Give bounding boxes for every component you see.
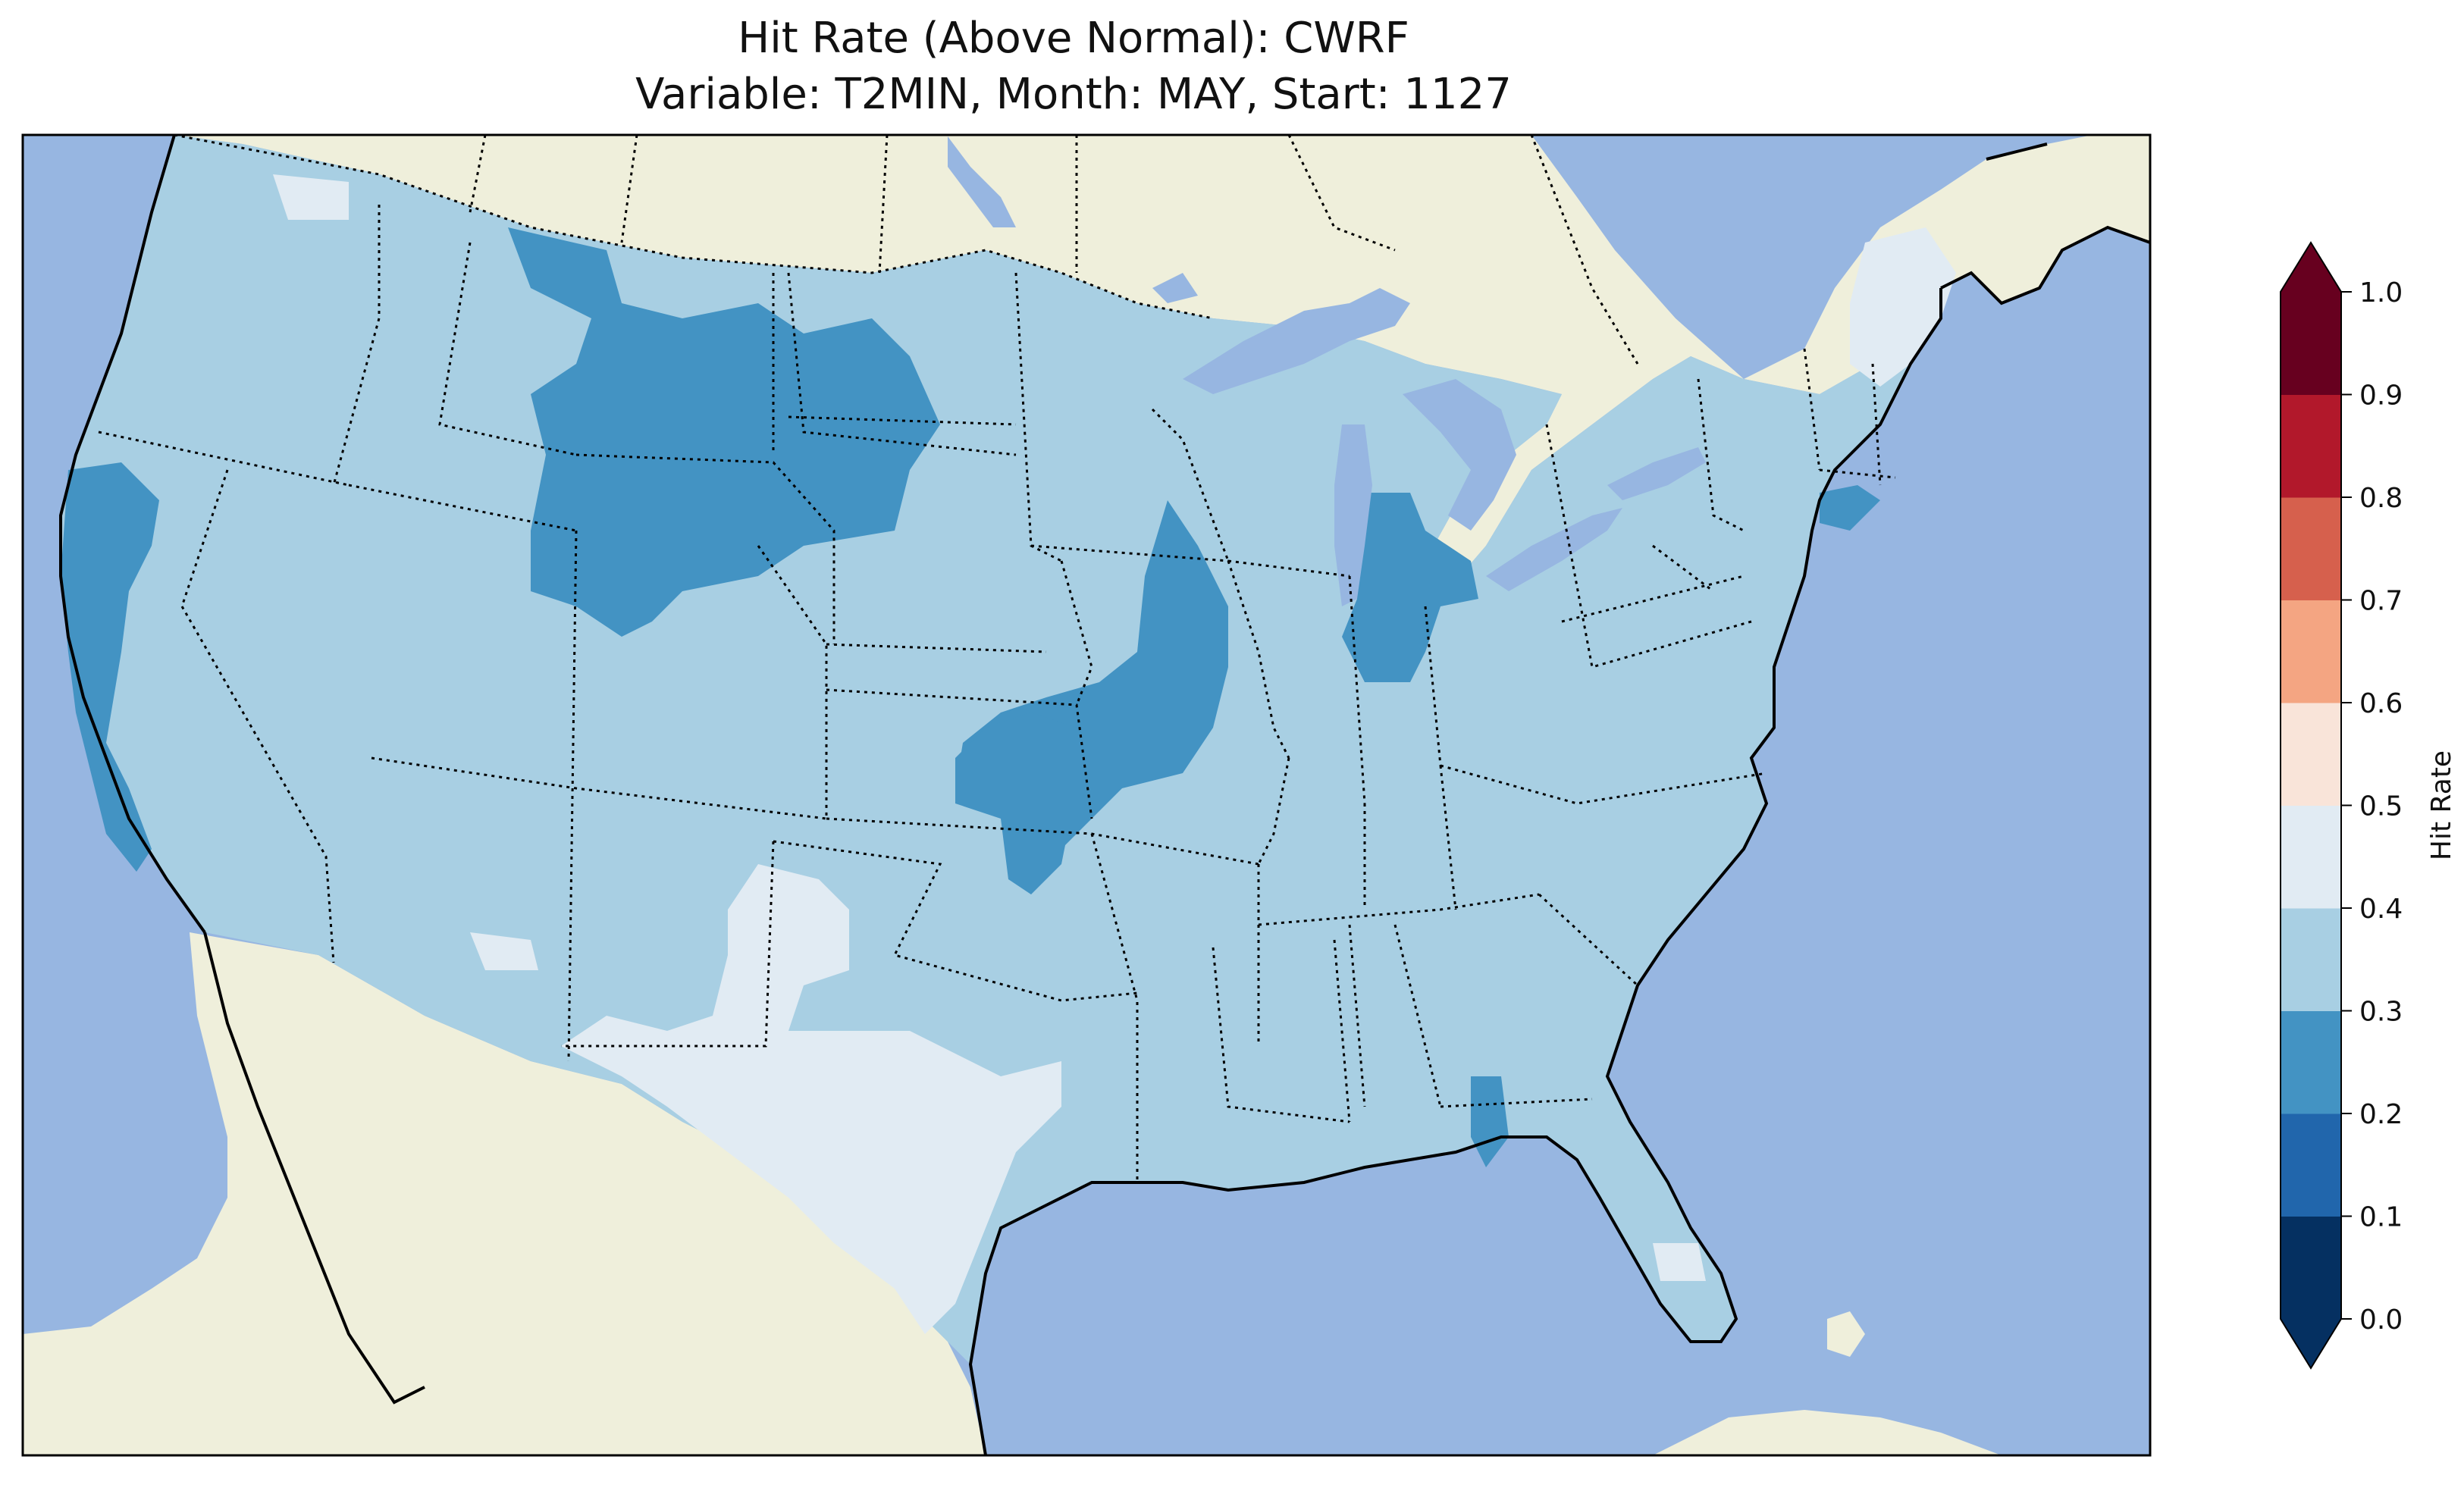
baja-land	[205, 932, 425, 1402]
colorbar: 0.0 0.1 0.2 0.3 0.4 0.5 0.6 0.7 0.8 0.9 1.0 Hit Rat…	[2280, 241, 2457, 1370]
colorbar-tick-label: 0.2	[2359, 1099, 2403, 1130]
state-borders	[98, 205, 1896, 1182]
map-subtitle: Variable: T2MIN, Month: MAY, Start: 1127	[635, 70, 1512, 119]
colorbar-bin	[2281, 1010, 2341, 1114]
patch-texas-new-mexico	[561, 864, 1061, 1334]
canada-land	[174, 135, 2150, 599]
colorbar-extend-max	[2281, 243, 2341, 292]
colorbar-bin	[2281, 703, 2341, 806]
patch-michigan-indiana	[1342, 493, 1478, 682]
canada-province-borders	[469, 135, 1639, 365]
lake-michigan	[1334, 424, 1372, 606]
colorbar-tick-label: 0.7	[2359, 586, 2403, 617]
colorbar-bin	[2281, 497, 2341, 600]
colorbar-bin	[2281, 394, 2341, 498]
colorbar-tick-label: 0.5	[2359, 791, 2403, 822]
colorbar-label: Hit Rate	[2426, 750, 2457, 860]
us-canada-border	[174, 135, 1214, 320]
patch-new-york	[1820, 485, 1880, 531]
patch-kansas	[955, 713, 1077, 894]
colorbar-tick-label: 0.6	[2359, 688, 2403, 719]
colorbar-tick-label: 0.0	[2359, 1305, 2403, 1336]
colorbar-tick-label: 1.0	[2359, 277, 2403, 309]
map-frame	[21, 133, 2152, 1457]
lake-of-the-woods	[1152, 273, 1198, 303]
colorbar-tick-label: 0.1	[2359, 1202, 2403, 1233]
lake-erie	[1486, 508, 1622, 591]
colorbar-bin	[2281, 908, 2341, 1011]
colorbar-tick-label: 0.8	[2359, 483, 2403, 514]
coastlines	[59, 135, 2150, 1455]
colorbar-bin	[2281, 600, 2341, 703]
colorbar-bin	[2281, 1216, 2341, 1320]
patch-south-florida	[1653, 1243, 1706, 1281]
colorbar-tick-label: 0.3	[2359, 997, 2403, 1028]
patch-northern-plains	[508, 227, 940, 637]
colorbar-tick-label: 0.9	[2359, 381, 2403, 412]
map-title: Hit Rate (Above Normal): CWRF	[738, 14, 1409, 63]
lake-huron	[1403, 379, 1516, 531]
cuba-land	[1653, 1410, 2002, 1455]
colorbar-extend-min	[2281, 1319, 2341, 1368]
lake-ontario	[1607, 447, 1706, 500]
patch-maine	[1850, 227, 1956, 387]
colorbar-tick-label: 0.4	[2359, 894, 2403, 925]
colorbar-bin	[2281, 292, 2341, 395]
patch-montana-edge	[273, 174, 349, 220]
colorbar-bin	[2281, 1113, 2341, 1217]
colorbar-bin	[2281, 805, 2341, 909]
lake-superior	[1183, 288, 1410, 394]
lake-winnipeg	[948, 136, 1016, 227]
patch-california	[61, 462, 159, 872]
map-area	[23, 135, 2150, 1455]
bahamas-land	[1827, 1311, 1865, 1357]
patch-arizona-edge	[470, 932, 538, 970]
